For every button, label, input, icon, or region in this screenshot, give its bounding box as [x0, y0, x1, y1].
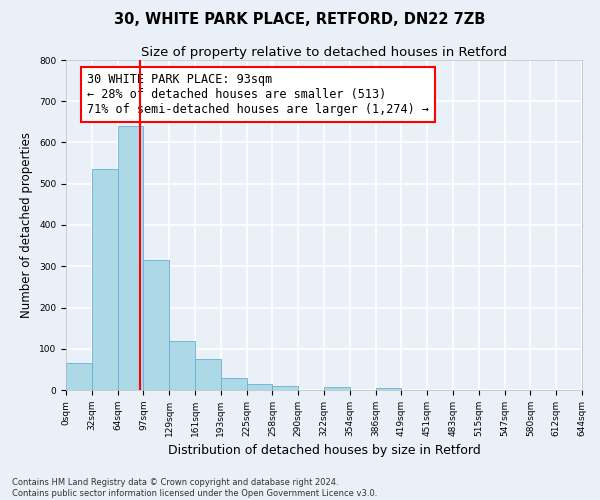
X-axis label: Distribution of detached houses by size in Retford: Distribution of detached houses by size …: [167, 444, 481, 458]
Bar: [169, 340, 195, 390]
Bar: [143, 260, 169, 390]
Text: 30 WHITE PARK PLACE: 93sqm
← 28% of detached houses are smaller (513)
71% of sem: 30 WHITE PARK PLACE: 93sqm ← 28% of deta…: [86, 73, 428, 116]
Bar: [272, 386, 298, 390]
Text: 30, WHITE PARK PLACE, RETFORD, DN22 7ZB: 30, WHITE PARK PLACE, RETFORD, DN22 7ZB: [115, 12, 485, 28]
Bar: [324, 386, 350, 390]
Title: Size of property relative to detached houses in Retford: Size of property relative to detached ho…: [141, 46, 507, 59]
Bar: [118, 126, 143, 390]
Y-axis label: Number of detached properties: Number of detached properties: [20, 132, 34, 318]
Bar: [376, 388, 401, 390]
Bar: [221, 378, 247, 390]
Text: Contains HM Land Registry data © Crown copyright and database right 2024.
Contai: Contains HM Land Registry data © Crown c…: [12, 478, 377, 498]
Bar: [247, 384, 272, 390]
Bar: [92, 170, 118, 390]
Bar: [66, 363, 92, 390]
Bar: [195, 359, 221, 390]
